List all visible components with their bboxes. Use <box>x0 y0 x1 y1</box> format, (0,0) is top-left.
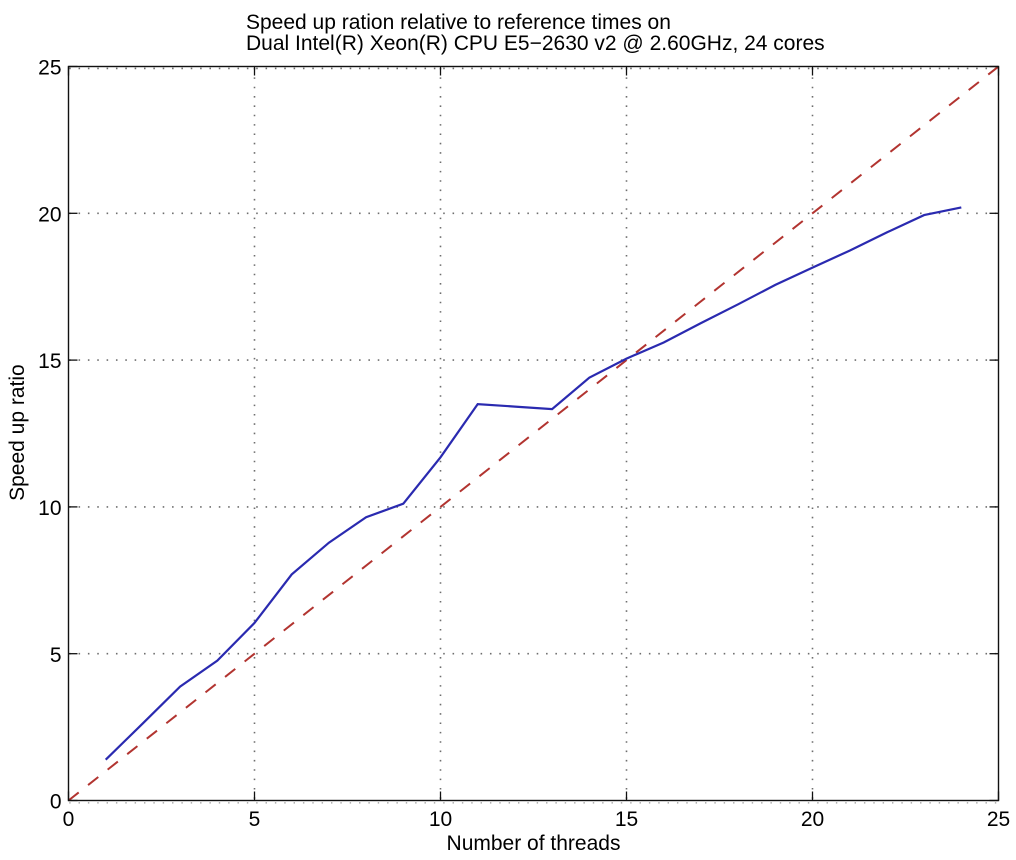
svg-text:20: 20 <box>38 203 61 226</box>
svg-text:15: 15 <box>615 808 638 831</box>
svg-text:10: 10 <box>38 497 61 520</box>
svg-text:Speed up ration relative to re: Speed up ration relative to reference ti… <box>246 11 671 34</box>
svg-text:5: 5 <box>249 808 261 831</box>
svg-text:25: 25 <box>38 57 61 80</box>
svg-text:15: 15 <box>38 350 61 373</box>
svg-text:0: 0 <box>50 791 62 814</box>
svg-text:10: 10 <box>429 808 452 831</box>
svg-text:Number of threads: Number of threads <box>447 832 621 855</box>
svg-text:Speed up ratio: Speed up ratio <box>6 364 29 501</box>
svg-text:20: 20 <box>801 808 824 831</box>
svg-text:0: 0 <box>63 808 75 831</box>
svg-text:25: 25 <box>987 808 1010 831</box>
svg-text:5: 5 <box>50 644 62 667</box>
svg-text:Dual Intel(R) Xeon(R) CPU E5−2: Dual Intel(R) Xeon(R) CPU E5−2630 v2 @ 2… <box>246 32 825 55</box>
